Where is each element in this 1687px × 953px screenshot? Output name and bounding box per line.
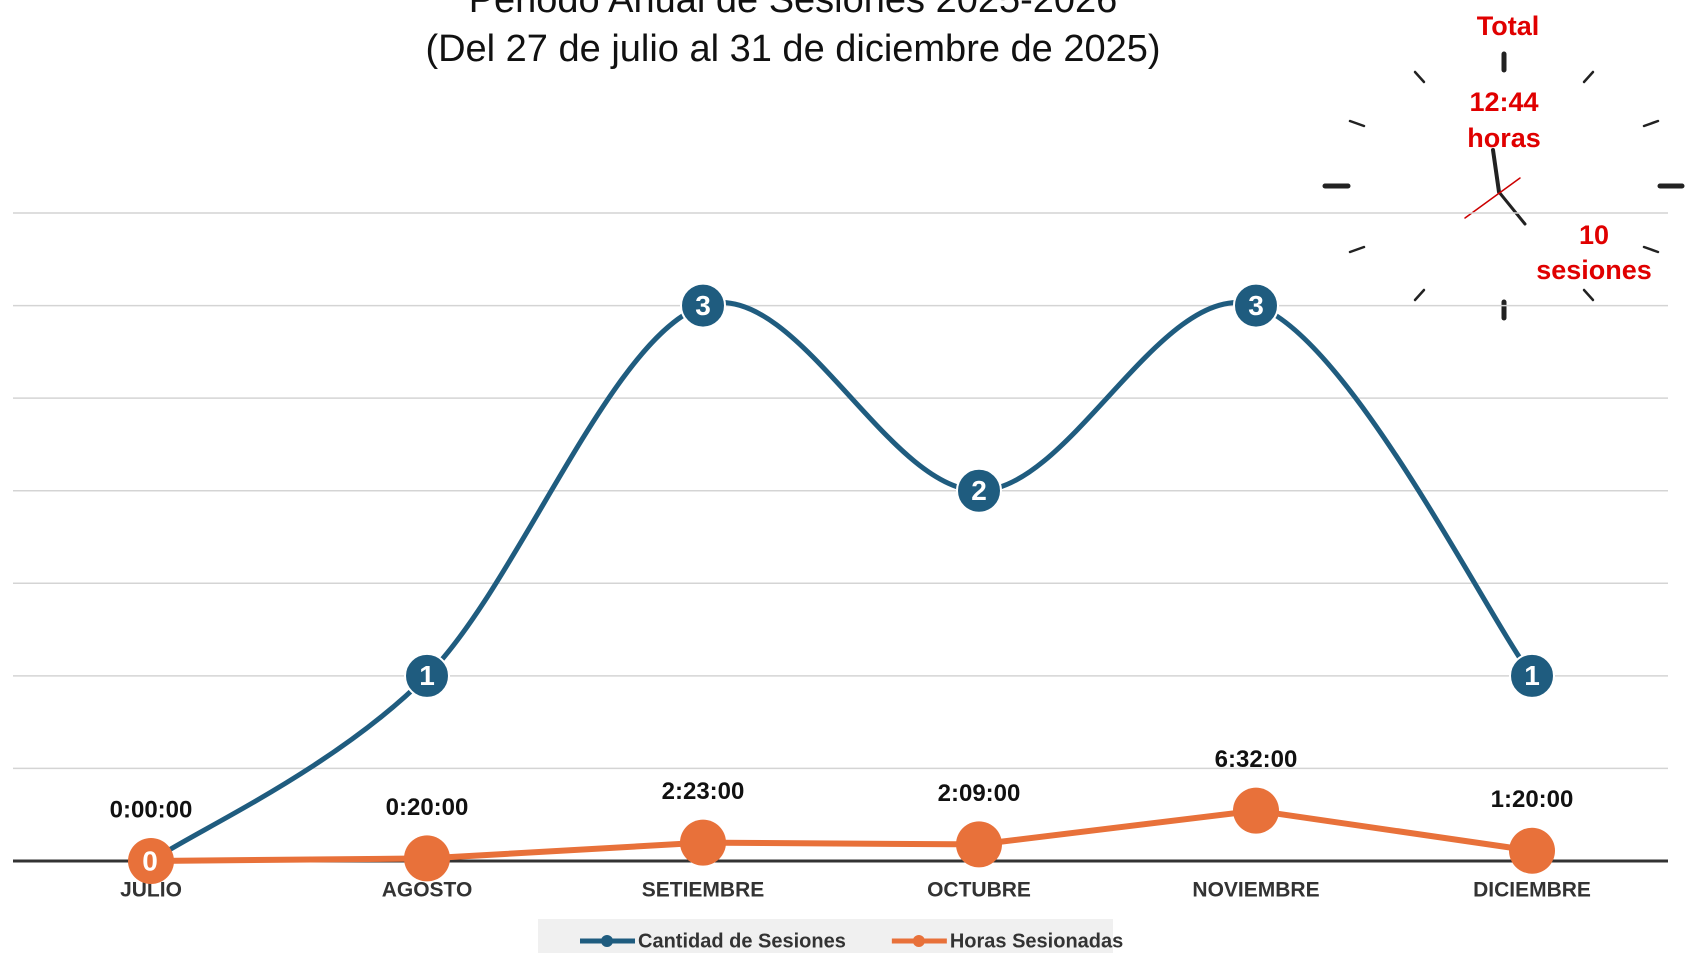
legend-label: Cantidad de Sesiones (638, 930, 846, 952)
legend-label: Horas Sesionadas (950, 930, 1123, 952)
chart: Periodo Anual de Sesiones 2025-2026 (Del… (0, 0, 1687, 953)
legend-marker (913, 935, 925, 947)
annotation: 10 (1579, 220, 1609, 250)
annotation: 12:44 (1469, 87, 1538, 117)
data-label: 2 (971, 475, 987, 506)
data-label: 0:00:00 (110, 796, 193, 823)
x-tick-label: NOVIEMBRE (1192, 879, 1319, 902)
marker (404, 835, 450, 881)
data-label: 0:20:00 (386, 794, 469, 821)
data-label: 1:20:00 (1491, 786, 1574, 813)
data-label: 3 (695, 290, 711, 321)
annotation: Total (1477, 11, 1540, 41)
marker (1233, 788, 1279, 834)
data-label: 3 (1248, 290, 1264, 321)
series-line (151, 303, 1532, 861)
series-line (151, 811, 1532, 861)
x-tick-label: DICIEMBRE (1473, 879, 1591, 902)
legend-marker (601, 935, 613, 947)
data-label: 2:09:00 (938, 780, 1021, 807)
data-label: 0 (142, 845, 158, 876)
annotation: sesiones (1536, 255, 1652, 285)
x-tick-label: OCTUBRE (927, 879, 1031, 902)
legend: Cantidad de Sesiones Horas Sesionadas (538, 919, 1123, 953)
chart-title: Periodo Anual de Sesiones 2025-2026 (469, 0, 1118, 21)
data-label: 1 (1524, 660, 1540, 691)
marker (1509, 828, 1555, 874)
chart-subtitle: (Del 27 de julio al 31 de diciembre de 2… (425, 28, 1160, 70)
marker (956, 821, 1002, 867)
data-label: 6:32:00 (1215, 746, 1298, 773)
data-label: 2:23:00 (662, 778, 745, 805)
data-label: 1 (419, 660, 435, 691)
marker (680, 820, 726, 866)
x-tick-label: SETIEMBRE (642, 879, 765, 902)
x-tick-label: AGOSTO (382, 879, 473, 902)
annotation: horas (1467, 123, 1541, 153)
